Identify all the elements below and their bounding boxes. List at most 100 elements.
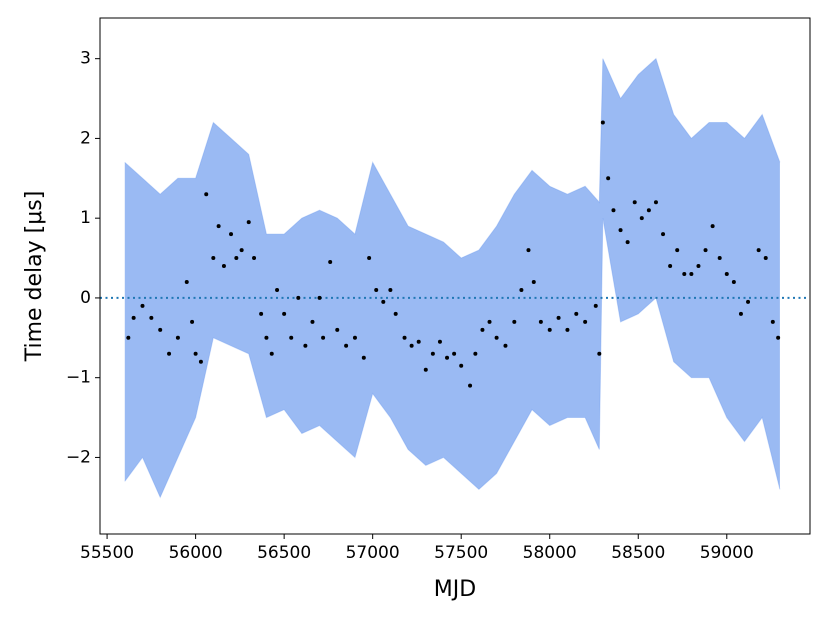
data-point xyxy=(763,256,768,261)
data-point xyxy=(724,272,729,277)
x-tick-label: 59000 xyxy=(700,543,754,563)
data-point xyxy=(452,351,457,356)
data-point xyxy=(140,303,145,308)
data-point xyxy=(310,319,315,324)
data-point xyxy=(175,335,180,340)
data-point xyxy=(184,279,189,284)
data-point xyxy=(416,339,421,344)
data-point xyxy=(402,335,407,340)
data-point xyxy=(317,295,322,300)
data-point xyxy=(600,120,605,125)
data-point xyxy=(756,248,761,253)
data-point xyxy=(661,232,666,237)
data-point xyxy=(296,295,301,300)
data-point xyxy=(494,335,499,340)
data-point xyxy=(593,303,598,308)
data-point xyxy=(625,240,630,245)
data-point xyxy=(653,200,658,205)
x-tick-label: 56500 xyxy=(257,543,311,563)
data-point xyxy=(639,216,644,221)
data-point xyxy=(221,264,226,269)
data-point xyxy=(229,232,234,237)
data-point xyxy=(574,311,579,316)
data-point xyxy=(234,256,239,261)
data-point xyxy=(611,208,616,213)
data-point xyxy=(264,335,269,340)
y-tick-label: 3 xyxy=(80,49,91,69)
x-tick-label: 58500 xyxy=(611,543,665,563)
data-point xyxy=(717,256,722,261)
data-point xyxy=(388,287,393,292)
data-point xyxy=(503,343,508,348)
data-point xyxy=(696,264,701,269)
data-point xyxy=(246,220,251,225)
y-axis-label: Time delay [μs] xyxy=(22,191,47,363)
data-point xyxy=(689,272,694,277)
data-point xyxy=(352,335,357,340)
x-tick-label: 55500 xyxy=(80,543,134,563)
data-point xyxy=(776,335,781,340)
y-tick-label: −1 xyxy=(66,368,91,388)
data-point xyxy=(597,351,602,356)
data-point xyxy=(710,224,715,229)
data-point xyxy=(738,311,743,316)
data-point xyxy=(565,327,570,332)
data-point xyxy=(344,343,349,348)
y-tick-label: 2 xyxy=(80,128,91,148)
data-point xyxy=(473,351,478,356)
data-point xyxy=(538,319,543,324)
data-point xyxy=(487,319,492,324)
data-point xyxy=(321,335,326,340)
data-point xyxy=(646,208,651,213)
y-tick-label: −2 xyxy=(66,447,91,467)
realization-band xyxy=(124,58,780,498)
data-point xyxy=(204,192,209,197)
data-point xyxy=(158,327,163,332)
data-point xyxy=(252,256,257,261)
data-point xyxy=(126,335,131,340)
x-tick-label: 57000 xyxy=(346,543,400,563)
data-point xyxy=(275,287,280,292)
data-point xyxy=(149,315,154,320)
data-point xyxy=(374,287,379,292)
data-point xyxy=(682,272,687,277)
data-point xyxy=(512,319,517,324)
data-point xyxy=(211,256,216,261)
data-point xyxy=(430,351,435,356)
data-point xyxy=(216,224,221,229)
y-tick-label: 1 xyxy=(80,208,91,228)
data-point xyxy=(675,248,680,253)
data-point xyxy=(381,299,386,304)
data-point xyxy=(131,315,136,320)
data-point xyxy=(526,248,531,253)
data-point xyxy=(583,319,588,324)
data-point xyxy=(468,383,473,388)
data-point xyxy=(423,367,428,372)
x-tick-label: 56000 xyxy=(169,543,223,563)
data-point xyxy=(556,315,561,320)
data-point xyxy=(770,319,775,324)
data-point xyxy=(259,311,264,316)
x-tick-label: 57500 xyxy=(434,543,488,563)
data-point xyxy=(606,176,611,181)
x-tick-label: 58000 xyxy=(523,543,577,563)
data-point xyxy=(480,327,485,332)
data-point xyxy=(445,355,450,360)
data-point xyxy=(519,287,524,292)
data-point xyxy=(632,200,637,205)
data-point xyxy=(190,319,195,324)
data-point xyxy=(282,311,287,316)
band-edge xyxy=(124,218,781,499)
data-point xyxy=(193,351,198,356)
data-point xyxy=(459,363,464,368)
data-point xyxy=(269,351,274,356)
plot-frame xyxy=(99,17,811,535)
data-point xyxy=(367,256,372,261)
data-point xyxy=(167,351,172,356)
data-point xyxy=(289,335,294,340)
data-point xyxy=(393,311,398,316)
data-point xyxy=(731,279,736,284)
data-point xyxy=(239,248,244,253)
data-point xyxy=(198,359,203,364)
data-point xyxy=(703,248,708,253)
